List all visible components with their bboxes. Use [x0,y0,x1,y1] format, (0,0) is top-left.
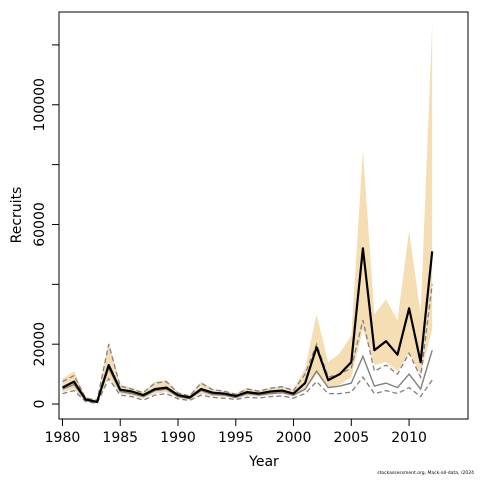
y-axis: 0 20000 60000 100000 [32,44,59,409]
y-tick-label: 0 [32,400,48,409]
footer-credit: stockassessment.org, Mack-all-data, r202… [377,471,474,476]
median-recruits-line [61,247,434,403]
x-tick-label: 1980 [45,430,81,446]
x-tick-label: 1990 [160,430,196,446]
plot-frame [58,11,469,420]
y-tick-label: 20000 [32,322,48,367]
x-tick-label: 2010 [391,430,427,446]
x-tick-label: 2005 [333,430,369,446]
x-tick-label: 2000 [276,430,312,446]
x-tick-label: 1995 [218,430,254,446]
confidence-band [62,24,433,404]
x-axis: 1980 1985 1990 1995 2000 2005 2010 [45,419,427,446]
x-tick-label: 1985 [102,430,138,446]
x-axis-label: Year [248,454,279,470]
plot-content [61,24,434,405]
y-tick-label: 60000 [32,202,48,247]
secondary-solid-line [62,349,433,404]
y-axis-label: Recruits [9,187,25,244]
secondary-upper-dashed-line [62,284,433,402]
y-tick-label: 100000 [32,78,48,131]
secondary-lower-dashed-line [62,376,433,405]
